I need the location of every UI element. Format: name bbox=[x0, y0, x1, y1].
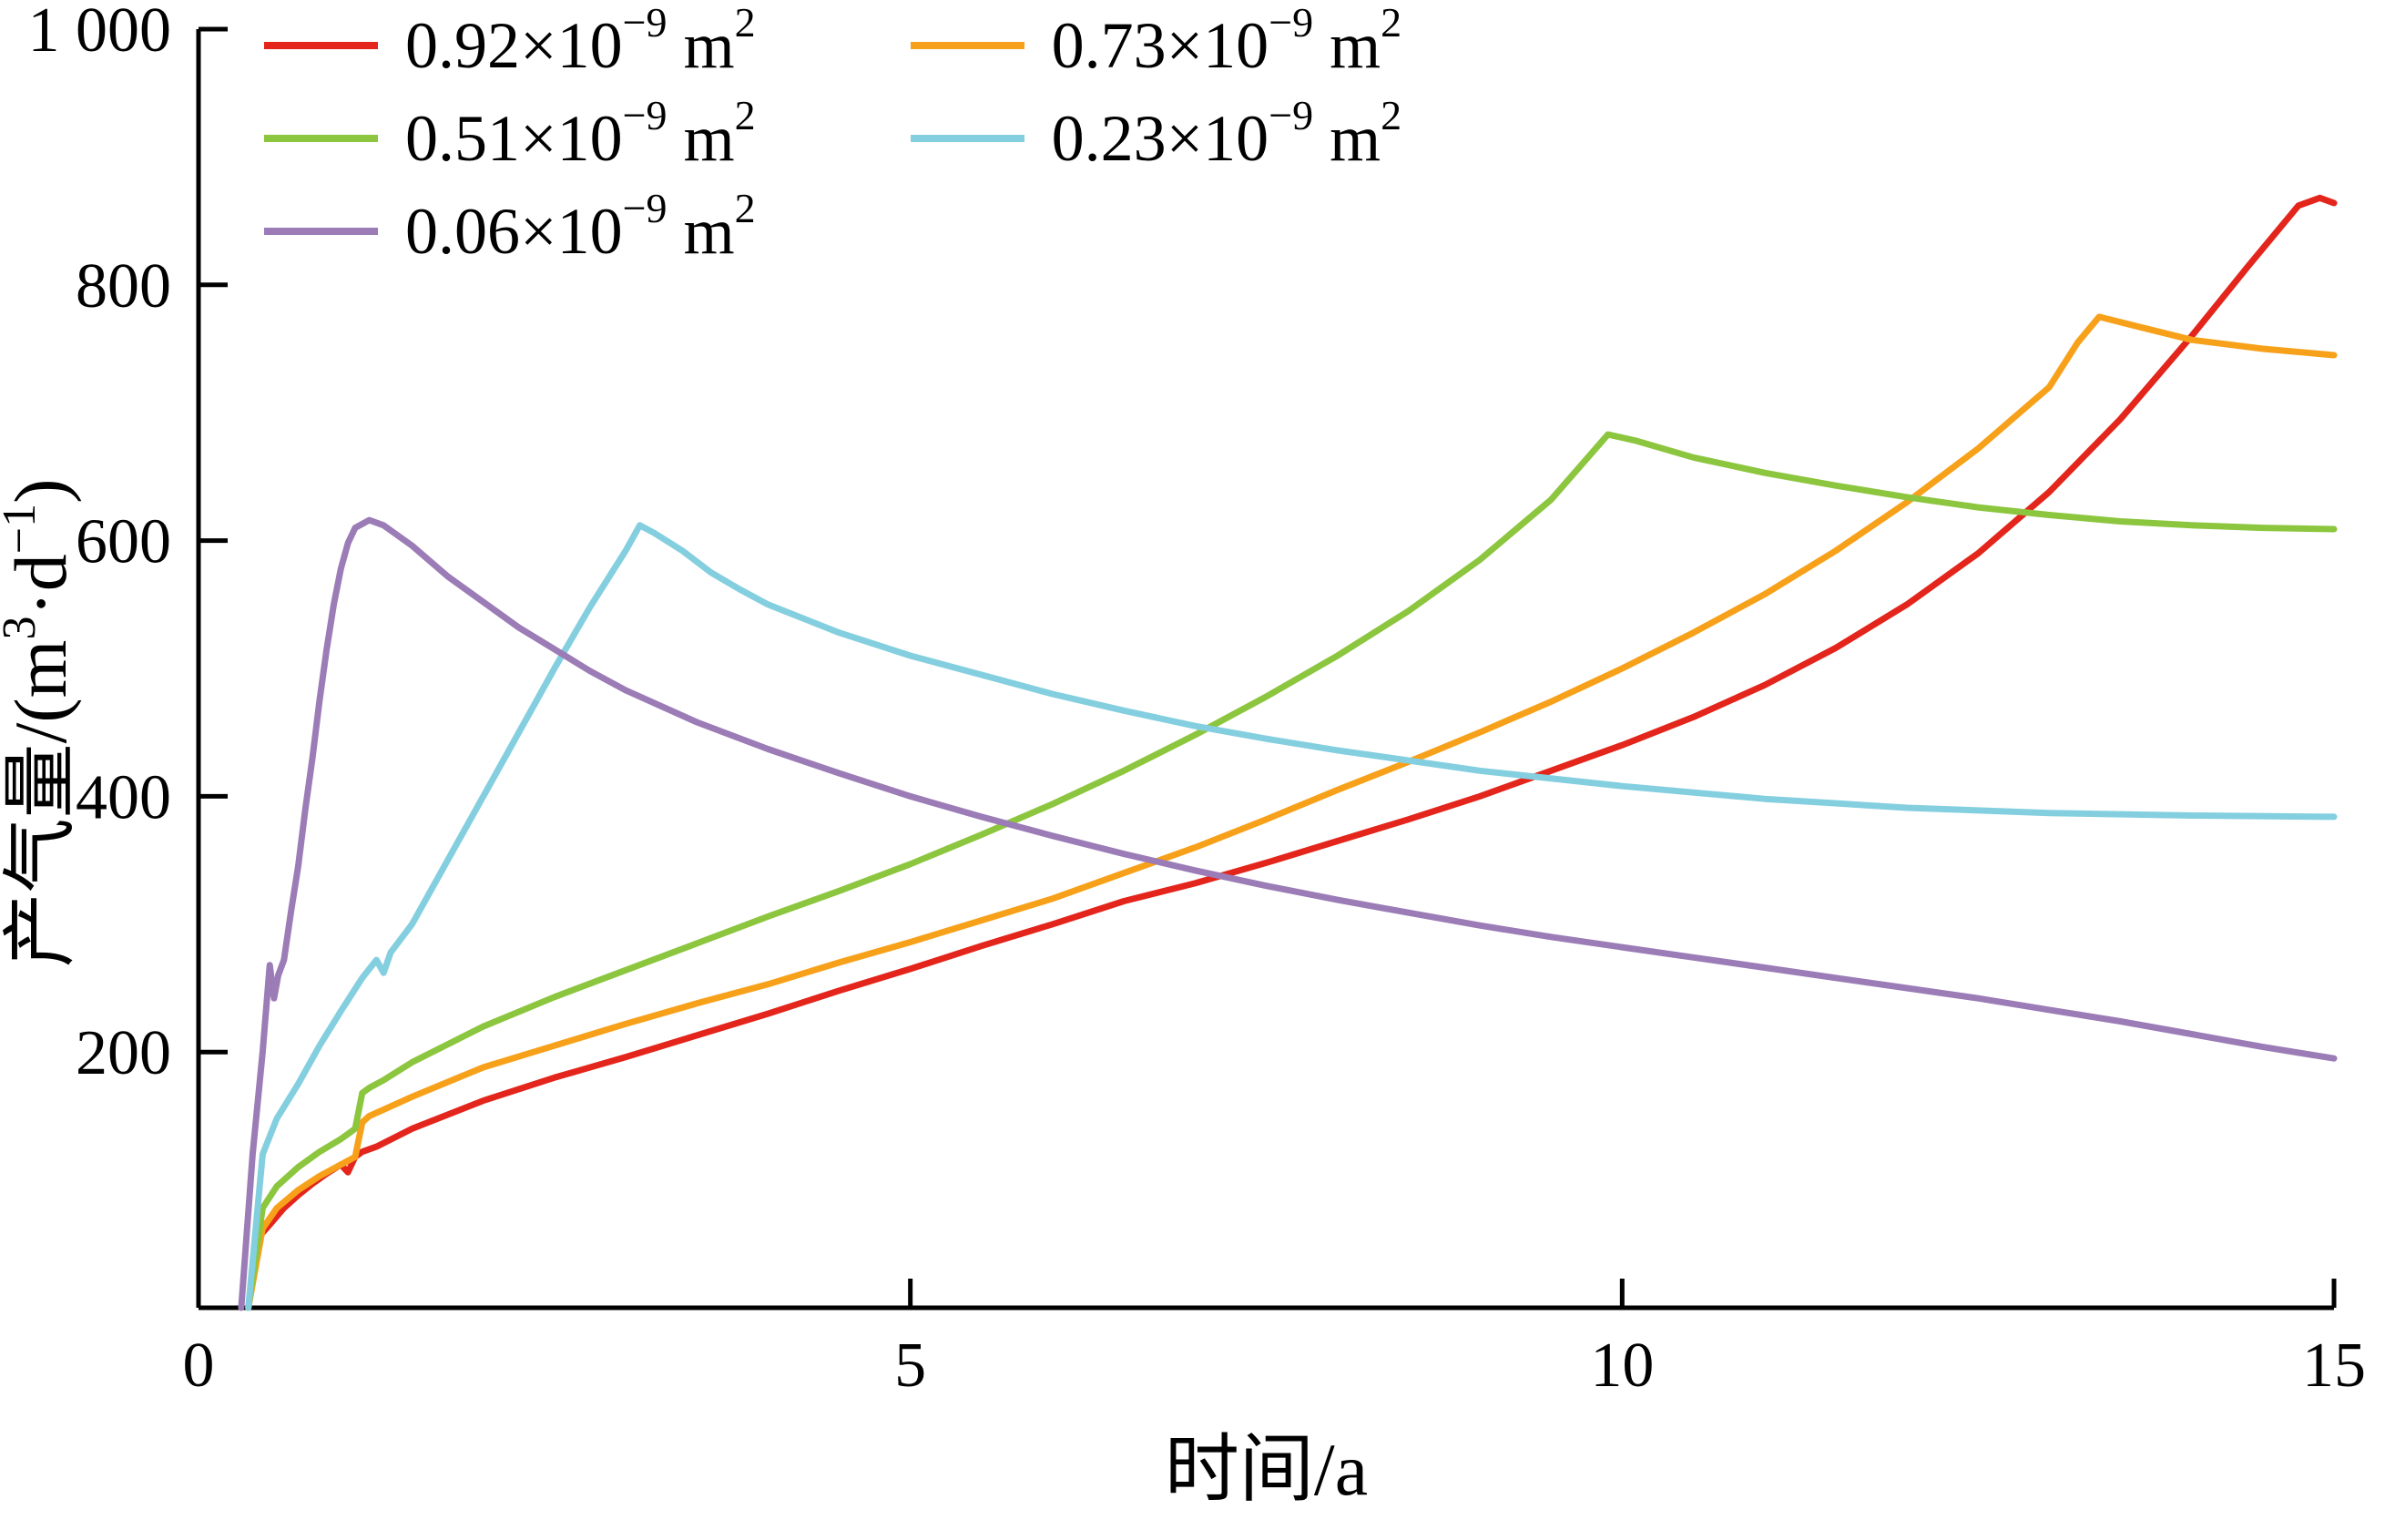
series-line-3 bbox=[245, 522, 2338, 1311]
series-line-1 bbox=[245, 313, 2338, 1311]
legend-label: 0.73×10−9 m2 bbox=[1051, 0, 1402, 82]
y-tick-label: 1 000 bbox=[28, 0, 172, 66]
legend-line-swatch bbox=[910, 135, 1024, 142]
legend-item-k073: 0.73×10−9 m2 bbox=[910, 0, 1402, 86]
legend-line-swatch bbox=[910, 42, 1024, 49]
y-axis-title: 产气量/(m3​·d−1​) bbox=[0, 479, 82, 968]
legend-label: 0.06×10−9 m2 bbox=[405, 185, 756, 268]
legend: 0.92×10−9 m2 0.51×10−9 m2 0.06×10−9 m2 0.73… bbox=[264, 0, 1402, 271]
legend-label: 0.23×10−9 m2 bbox=[1051, 92, 1402, 175]
legend-label: 0.92×10−9 m2 bbox=[405, 0, 756, 82]
legend-label: 0.51×10−9 m2 bbox=[405, 92, 756, 175]
legend-line-swatch bbox=[264, 135, 378, 142]
x-tick-label: 0 bbox=[183, 1331, 215, 1401]
y-tick-label: 200 bbox=[76, 1018, 171, 1088]
legend-line-swatch bbox=[264, 42, 378, 49]
series-line-4 bbox=[238, 516, 2338, 1311]
y-tick-label: 400 bbox=[76, 762, 171, 832]
series-line-2 bbox=[245, 431, 2338, 1311]
series-line-0 bbox=[245, 194, 2338, 1311]
x-tick-label: 5 bbox=[894, 1331, 926, 1401]
legend-item-k092: 0.92×10−9 m2 bbox=[264, 0, 756, 86]
y-tick-label: 600 bbox=[76, 507, 171, 577]
x-tick-label: 15 bbox=[2302, 1331, 2366, 1401]
legend-line-swatch bbox=[264, 228, 378, 235]
y-tick-label: 800 bbox=[76, 251, 171, 321]
x-axis-title: 时间/a bbox=[1165, 1428, 1368, 1511]
x-tick-label: 10 bbox=[1590, 1331, 1654, 1401]
legend-item-k051: 0.51×10−9 m2 bbox=[264, 92, 756, 178]
legend-item-k023: 0.23×10−9 m2 bbox=[910, 92, 1402, 178]
legend-item-k006: 0.06×10−9 m2 bbox=[264, 185, 756, 271]
